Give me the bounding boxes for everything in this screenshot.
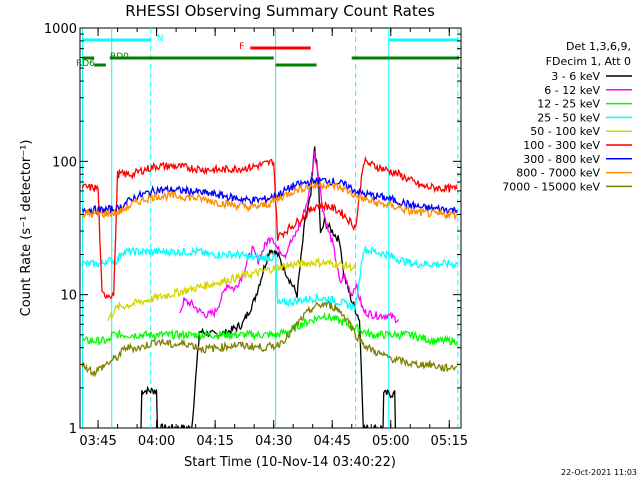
legend-entry-label: 800 - 7000 keV	[516, 167, 600, 180]
series-line	[81, 245, 458, 312]
legend-entry-label: 3 - 6 keV	[551, 70, 600, 83]
y-tick-label: 1000	[44, 22, 77, 37]
state-bar-label: RD6	[76, 59, 95, 69]
legend-entry-label: 300 - 800 keV	[523, 153, 600, 166]
x-tick-label: 05:00	[372, 434, 409, 449]
series-line	[81, 176, 458, 216]
series-line	[81, 311, 458, 346]
legend-entry-label: 6 - 12 keV	[544, 84, 600, 97]
series-line	[81, 301, 458, 378]
series-line	[140, 146, 397, 428]
mode-change-lines	[81, 28, 459, 428]
state-bars: N F RD0 RD6	[76, 34, 460, 69]
state-bar-label: F	[239, 42, 244, 52]
x-tick-label: 03:45	[79, 434, 116, 449]
legend-entry-label: 50 - 100 keV	[530, 125, 600, 138]
series-line	[81, 155, 458, 300]
x-tick-label: 05:15	[431, 434, 468, 449]
y-axis-label: Count Rate (s⁻¹ detector⁻¹)	[19, 140, 34, 317]
x-tick-label: 04:30	[255, 434, 292, 449]
y-tick-label: 10	[60, 289, 77, 304]
state-bar-label: N	[157, 34, 164, 44]
y-tick-label: 100	[52, 155, 77, 170]
plot-frame	[79, 27, 462, 429]
series-line	[81, 180, 458, 221]
x-tick-label: 04:00	[138, 434, 175, 449]
legend-header-line: Det 1,3,6,9,	[566, 40, 631, 53]
series-line	[107, 256, 357, 322]
series-layer	[81, 146, 458, 428]
x-tick-label: 04:15	[196, 434, 233, 449]
axes: 03:45 04:00 04:15 04:30 04:45 05:00 05:15 1 10 10…	[44, 22, 468, 449]
legend-entry-label: 25 - 50 keV	[537, 111, 600, 124]
chart-title: RHESSI Observing Summary Count Rates	[125, 2, 435, 20]
legend-entry-label: 100 - 300 keV	[523, 139, 600, 152]
x-tick-label: 04:45	[313, 434, 350, 449]
legend-entry-label: 12 - 25 keV	[537, 98, 600, 111]
legend-entry-label: 7000 - 15000 keV	[502, 180, 600, 193]
state-bar-label: RD0	[110, 52, 129, 62]
generation-timestamp: 22-Oct-2021 11:03	[561, 468, 637, 477]
series-line	[179, 151, 400, 324]
x-axis-label: Start Time (10-Nov-14 03:40:22)	[184, 455, 396, 470]
y-tick-label: 1	[69, 422, 77, 437]
legend-header-line: FDecim 1, Att 0	[546, 55, 631, 68]
